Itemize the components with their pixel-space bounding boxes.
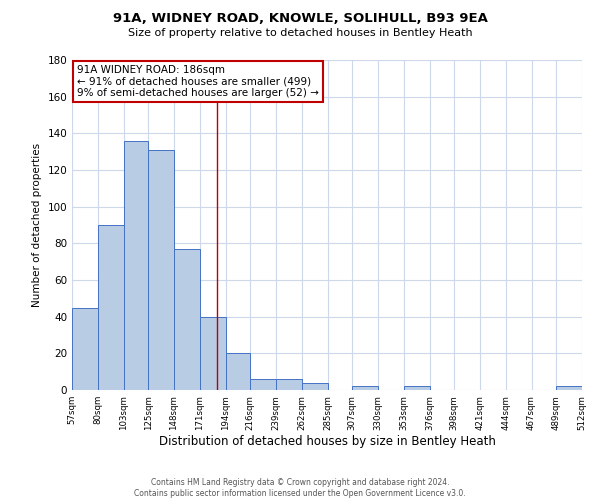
Text: 91A, WIDNEY ROAD, KNOWLE, SOLIHULL, B93 9EA: 91A, WIDNEY ROAD, KNOWLE, SOLIHULL, B93 … xyxy=(113,12,487,26)
Bar xyxy=(404,386,430,390)
Bar xyxy=(72,308,98,390)
Bar xyxy=(200,316,226,390)
Bar xyxy=(302,382,328,390)
Text: Size of property relative to detached houses in Bentley Heath: Size of property relative to detached ho… xyxy=(128,28,472,38)
Bar xyxy=(226,354,250,390)
Bar xyxy=(250,379,276,390)
Bar xyxy=(556,386,582,390)
Bar xyxy=(148,150,174,390)
Y-axis label: Number of detached properties: Number of detached properties xyxy=(32,143,42,307)
Bar xyxy=(174,249,200,390)
Text: Contains HM Land Registry data © Crown copyright and database right 2024.
Contai: Contains HM Land Registry data © Crown c… xyxy=(134,478,466,498)
Bar xyxy=(98,225,124,390)
X-axis label: Distribution of detached houses by size in Bentley Heath: Distribution of detached houses by size … xyxy=(158,436,496,448)
Bar xyxy=(352,386,378,390)
Text: 91A WIDNEY ROAD: 186sqm
← 91% of detached houses are smaller (499)
9% of semi-de: 91A WIDNEY ROAD: 186sqm ← 91% of detache… xyxy=(77,65,319,98)
Bar xyxy=(124,140,148,390)
Bar xyxy=(276,379,302,390)
